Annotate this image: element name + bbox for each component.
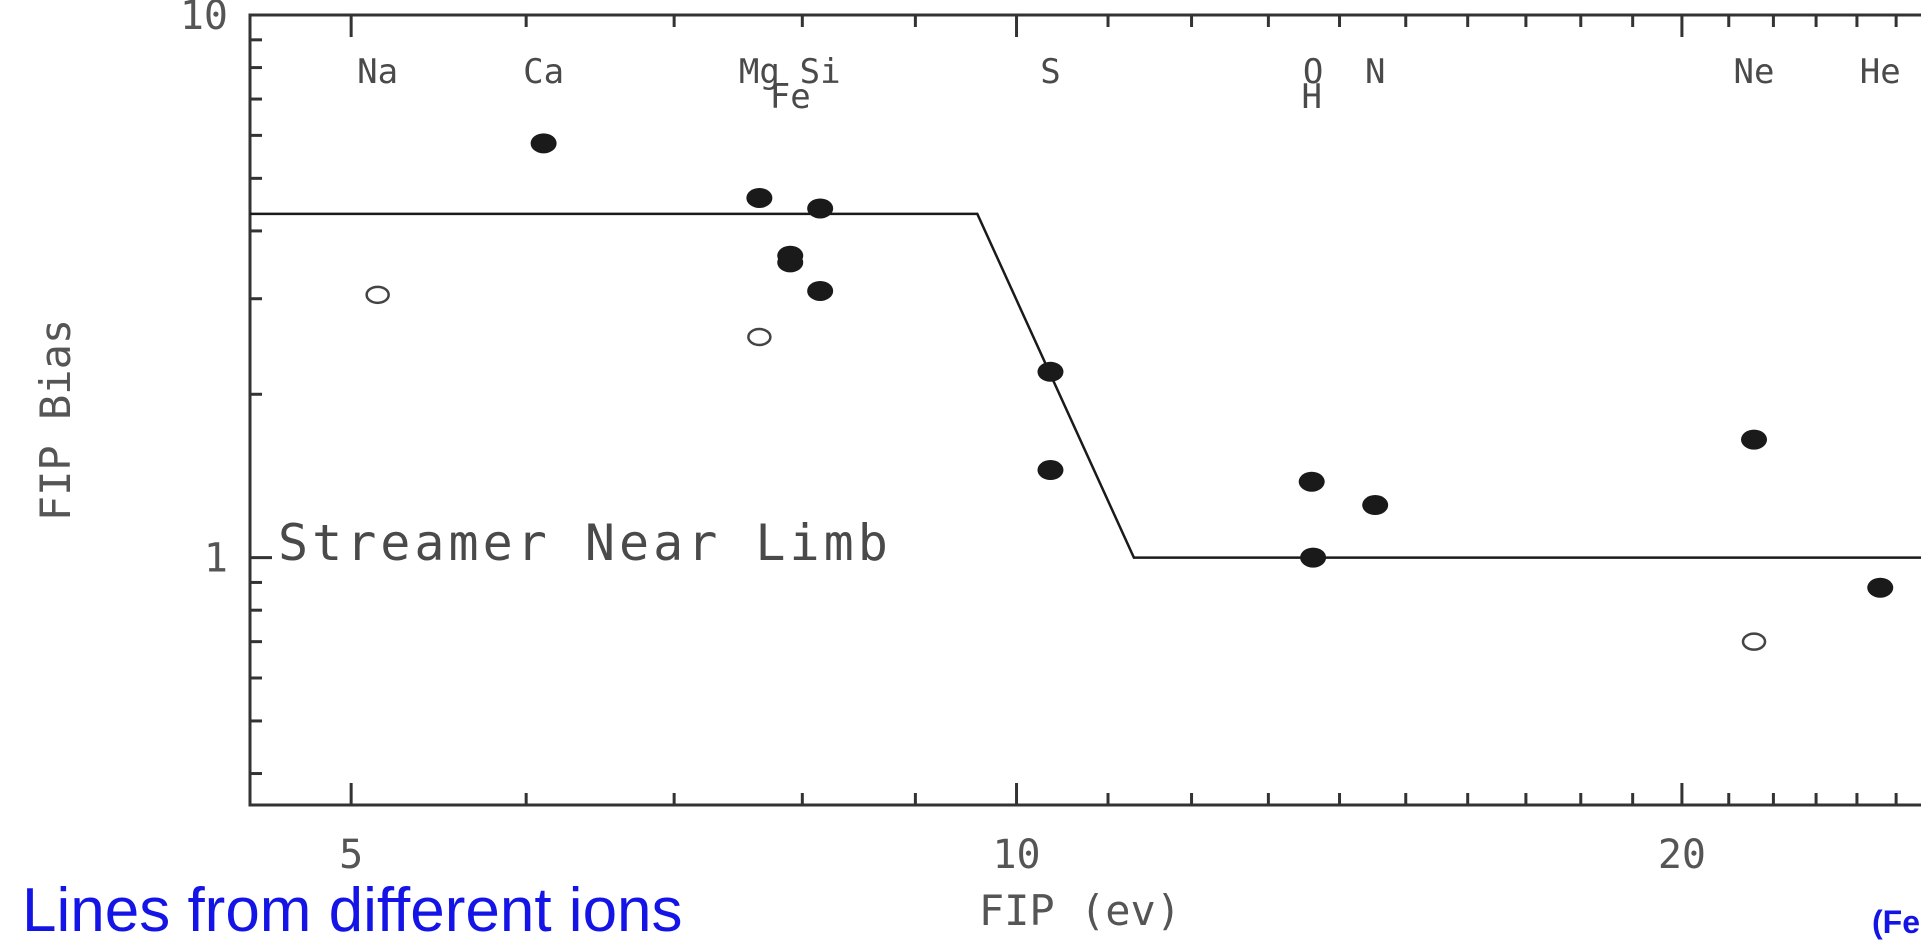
y-tick-label: 1 xyxy=(204,536,228,582)
filled-data-point xyxy=(1362,495,1389,516)
slide-caption: Lines from different ions xyxy=(22,876,683,945)
filled-data-point xyxy=(807,198,834,219)
reference-label: (Fel xyxy=(1872,904,1921,940)
plot-frame xyxy=(248,13,1921,807)
axes-layer: 5 10 20 1 10 xyxy=(180,0,1898,878)
element-label: S xyxy=(1040,52,1060,92)
element-label: Ca xyxy=(523,52,564,92)
x-tick-label: 20 xyxy=(1658,832,1706,878)
filled-data-point xyxy=(1867,577,1894,598)
open-data-point xyxy=(365,285,390,305)
filled-data-point xyxy=(807,280,834,301)
filled-data-point xyxy=(746,187,773,208)
open-data-point xyxy=(747,327,772,347)
model-fip-line xyxy=(250,212,1921,559)
data-points-layer xyxy=(365,133,1894,651)
filled-data-point xyxy=(1298,471,1325,492)
element-label: He xyxy=(1860,52,1901,92)
filled-data-point xyxy=(1300,547,1327,568)
element-label: H xyxy=(1301,77,1321,117)
model-line-layer xyxy=(250,212,1921,559)
element-label: N xyxy=(1365,52,1385,92)
y-axis-label: FIP Bias xyxy=(31,319,80,521)
annotation-streamer-near-limb: Streamer Near Limb xyxy=(278,514,892,572)
element-label: Fe xyxy=(770,77,811,117)
element-label: O xyxy=(1303,52,1323,92)
open-data-point xyxy=(1741,632,1767,651)
x-tick-label: 10 xyxy=(992,832,1040,878)
filled-data-point xyxy=(1037,460,1064,481)
y-tick-label: 10 xyxy=(180,0,228,39)
filled-data-point xyxy=(1037,361,1064,382)
filled-data-point xyxy=(530,133,557,154)
element-label: Si xyxy=(800,52,841,92)
x-tick-label: 5 xyxy=(339,832,363,878)
x-axis-label: FIP (ev) xyxy=(979,886,1181,935)
filled-data-point xyxy=(1741,429,1768,450)
element-label: Ne xyxy=(1734,52,1775,92)
element-label: Na xyxy=(357,52,398,92)
filled-data-point xyxy=(777,252,804,273)
element-label: Mg xyxy=(739,52,780,92)
